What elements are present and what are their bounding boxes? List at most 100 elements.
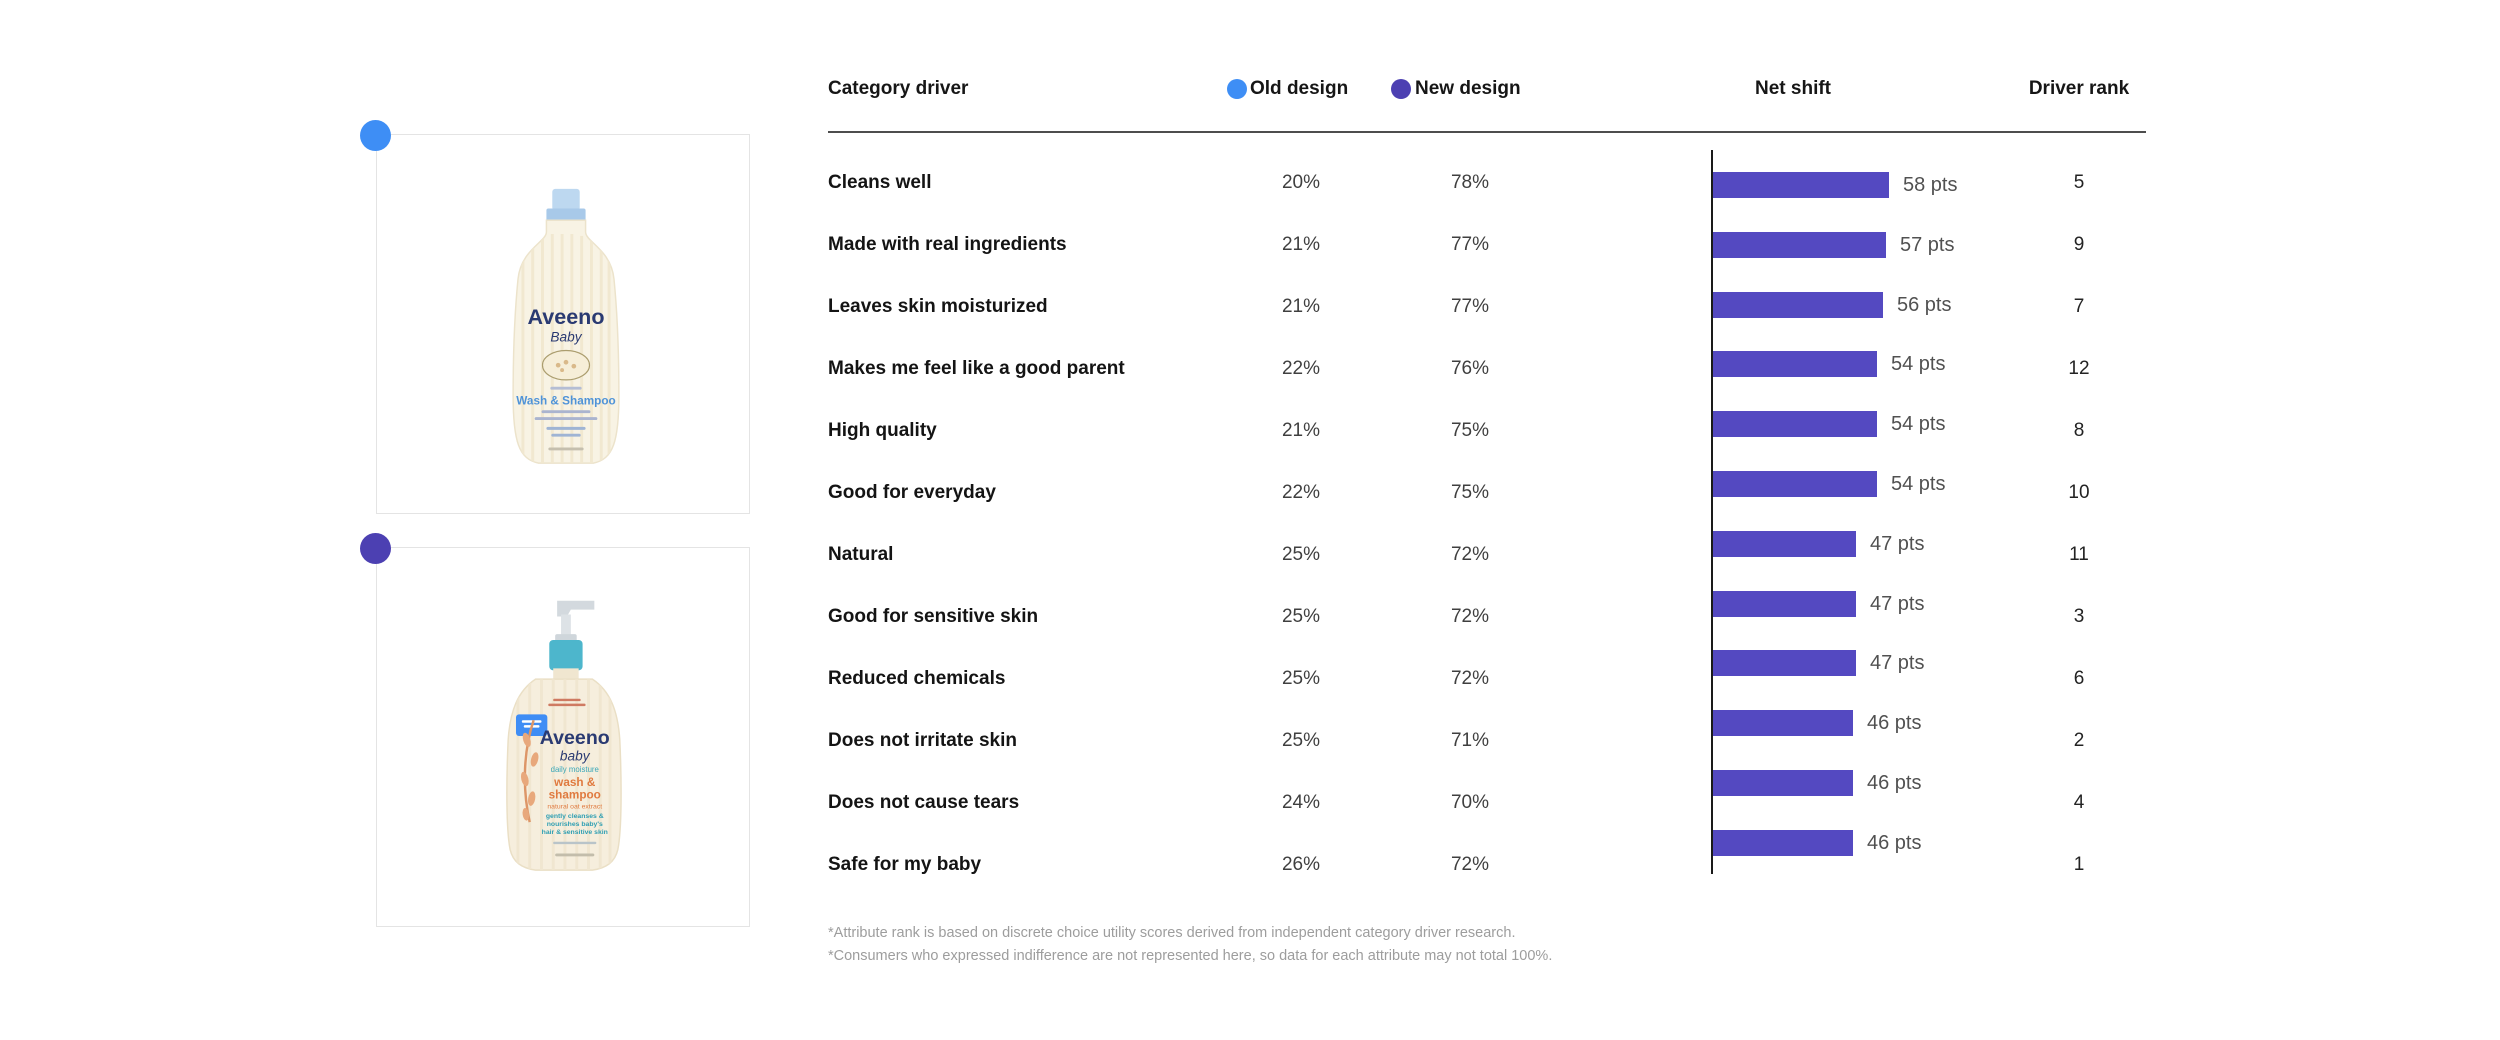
net-shift-bar bbox=[1713, 471, 1877, 497]
net-shift-value: 54 pts bbox=[1891, 413, 1946, 435]
old-design-value: 25% bbox=[1281, 668, 1321, 689]
footnotes: *Attribute rank is based on discrete cho… bbox=[828, 922, 1552, 968]
bar-chart-baseline-axis bbox=[1711, 150, 1713, 874]
net-shift-bar bbox=[1713, 411, 1877, 437]
new-bottle-claim1-text: gently cleanses & bbox=[546, 813, 604, 820]
old-bottle-brand-text: Aveeno bbox=[528, 305, 605, 329]
net-shift-bar bbox=[1713, 531, 1856, 557]
old-bottle-productline-text: Wash & Shampoo bbox=[516, 394, 615, 407]
net-shift-bar bbox=[1713, 591, 1856, 617]
category-label: Safe for my baby bbox=[828, 854, 982, 875]
old-design-value: 25% bbox=[1281, 606, 1321, 627]
net-shift-bar bbox=[1713, 650, 1856, 676]
new-design-value: 75% bbox=[1450, 482, 1490, 503]
net-shift-value: 46 pts bbox=[1867, 772, 1922, 794]
net-shift-value: 47 pts bbox=[1870, 533, 1925, 555]
driver-rank-value: 12 bbox=[2068, 358, 2090, 379]
new-design-value: 70% bbox=[1450, 792, 1490, 813]
category-label: Leaves skin moisturized bbox=[828, 296, 1048, 317]
legend-label-old-design: Old design bbox=[1250, 78, 1349, 99]
old-design-value: 26% bbox=[1281, 854, 1321, 875]
driver-rank-value: 1 bbox=[2073, 854, 2085, 875]
driver-rank-value: 11 bbox=[2069, 544, 2089, 565]
new-design-value: 72% bbox=[1450, 854, 1490, 875]
category-label: Does not irritate skin bbox=[828, 730, 1017, 751]
old-design-value: 24% bbox=[1281, 792, 1321, 813]
net-shift-bar bbox=[1713, 770, 1853, 796]
footnote-line-2: *Consumers who expressed indifference ar… bbox=[828, 948, 1553, 964]
new-bottle-claim3-text: hair & sensitive skin bbox=[542, 829, 608, 836]
old-design-value: 22% bbox=[1281, 482, 1321, 503]
column-header-category-driver: Category driver bbox=[828, 78, 969, 99]
net-shift-bar bbox=[1713, 232, 1886, 258]
new-bottle-subbrand-text: baby bbox=[560, 748, 591, 763]
category-label: Cleans well bbox=[828, 172, 932, 193]
net-shift-value: 56 pts bbox=[1897, 294, 1952, 316]
driver-rank-value: 10 bbox=[2068, 482, 2090, 503]
new-bottle-productline1-text: wash & bbox=[553, 776, 596, 789]
new-design-bottle-image: Aveeno baby daily moisture wash & shampo… bbox=[506, 600, 622, 871]
old-design-value: 21% bbox=[1281, 234, 1321, 255]
old-design-value: 22% bbox=[1281, 358, 1321, 379]
product-card-new-design: Aveeno baby daily moisture wash & shampo… bbox=[376, 547, 750, 927]
footnote-line-1: *Attribute rank is based on discrete cho… bbox=[828, 925, 1516, 941]
product-card-old-design: Aveeno Baby Wash & Shampoo bbox=[376, 134, 750, 514]
category-label: Natural bbox=[828, 544, 894, 565]
new-bottle-extract-text: natural oat extract bbox=[547, 803, 602, 810]
driver-rank-value: 3 bbox=[2073, 606, 2085, 627]
new-design-marker-dot bbox=[360, 533, 391, 564]
new-design-value: 77% bbox=[1450, 296, 1490, 317]
net-shift-value: 47 pts bbox=[1870, 593, 1925, 615]
old-design-value: 21% bbox=[1281, 296, 1321, 317]
driver-rank-value: 8 bbox=[2073, 420, 2085, 441]
new-bottle-brand-text: Aveeno bbox=[540, 727, 610, 749]
net-shift-value: 47 pts bbox=[1870, 652, 1925, 674]
net-shift-bar bbox=[1713, 710, 1853, 736]
header-divider-line bbox=[828, 131, 2146, 133]
old-design-bottle-image: Aveeno Baby Wash & Shampoo bbox=[512, 188, 620, 464]
new-bottle-productline2-text: shampoo bbox=[549, 789, 601, 802]
old-design-value: 25% bbox=[1281, 544, 1321, 565]
net-shift-value: 54 pts bbox=[1891, 473, 1946, 495]
category-label: Does not cause tears bbox=[828, 792, 1020, 813]
old-design-legend-dot bbox=[1227, 79, 1247, 99]
category-label: Made with real ingredients bbox=[828, 234, 1067, 255]
old-design-value: 25% bbox=[1281, 730, 1321, 751]
new-design-value: 77% bbox=[1450, 234, 1490, 255]
category-label: Good for sensitive skin bbox=[828, 606, 1039, 627]
driver-rank-value: 4 bbox=[2073, 792, 2085, 813]
net-shift-bar bbox=[1713, 351, 1877, 377]
old-design-value: 20% bbox=[1281, 172, 1321, 193]
old-bottle-subbrand-text: Baby bbox=[550, 330, 582, 345]
new-design-value: 75% bbox=[1450, 420, 1490, 441]
net-shift-value: 54 pts bbox=[1891, 353, 1946, 375]
old-design-marker-dot bbox=[360, 120, 391, 151]
category-label: Makes me feel like a good parent bbox=[828, 358, 1125, 379]
column-header-net-shift: Net shift bbox=[1755, 78, 1831, 99]
driver-rank-value: 6 bbox=[2073, 668, 2085, 689]
new-design-value: 78% bbox=[1450, 172, 1490, 193]
driver-rank-value: 5 bbox=[2073, 172, 2085, 193]
new-design-value: 71% bbox=[1450, 730, 1490, 751]
net-shift-value: 46 pts bbox=[1867, 712, 1922, 734]
new-design-value: 72% bbox=[1450, 668, 1490, 689]
net-shift-value: 58 pts bbox=[1903, 174, 1958, 196]
net-shift-value: 57 pts bbox=[1900, 234, 1955, 256]
category-label: Good for everyday bbox=[828, 482, 996, 503]
new-design-value: 72% bbox=[1450, 606, 1490, 627]
new-bottle-tier-text: daily moisture bbox=[551, 765, 599, 774]
net-shift-value: 46 pts bbox=[1867, 832, 1922, 854]
column-header-driver-rank: Driver rank bbox=[2028, 78, 2130, 99]
new-bottle-claim2-text: nourishes baby's bbox=[547, 821, 603, 828]
driver-rank-value: 7 bbox=[2073, 296, 2085, 317]
net-shift-bar bbox=[1713, 172, 1889, 198]
new-design-value: 72% bbox=[1450, 544, 1490, 565]
old-design-value: 21% bbox=[1281, 420, 1321, 441]
category-label: Reduced chemicals bbox=[828, 668, 1006, 689]
new-design-value: 76% bbox=[1450, 358, 1490, 379]
driver-rank-value: 2 bbox=[2073, 730, 2085, 751]
net-shift-bar bbox=[1713, 830, 1853, 856]
legend-label-new-design: New design bbox=[1415, 78, 1521, 99]
new-design-legend-dot bbox=[1391, 79, 1411, 99]
